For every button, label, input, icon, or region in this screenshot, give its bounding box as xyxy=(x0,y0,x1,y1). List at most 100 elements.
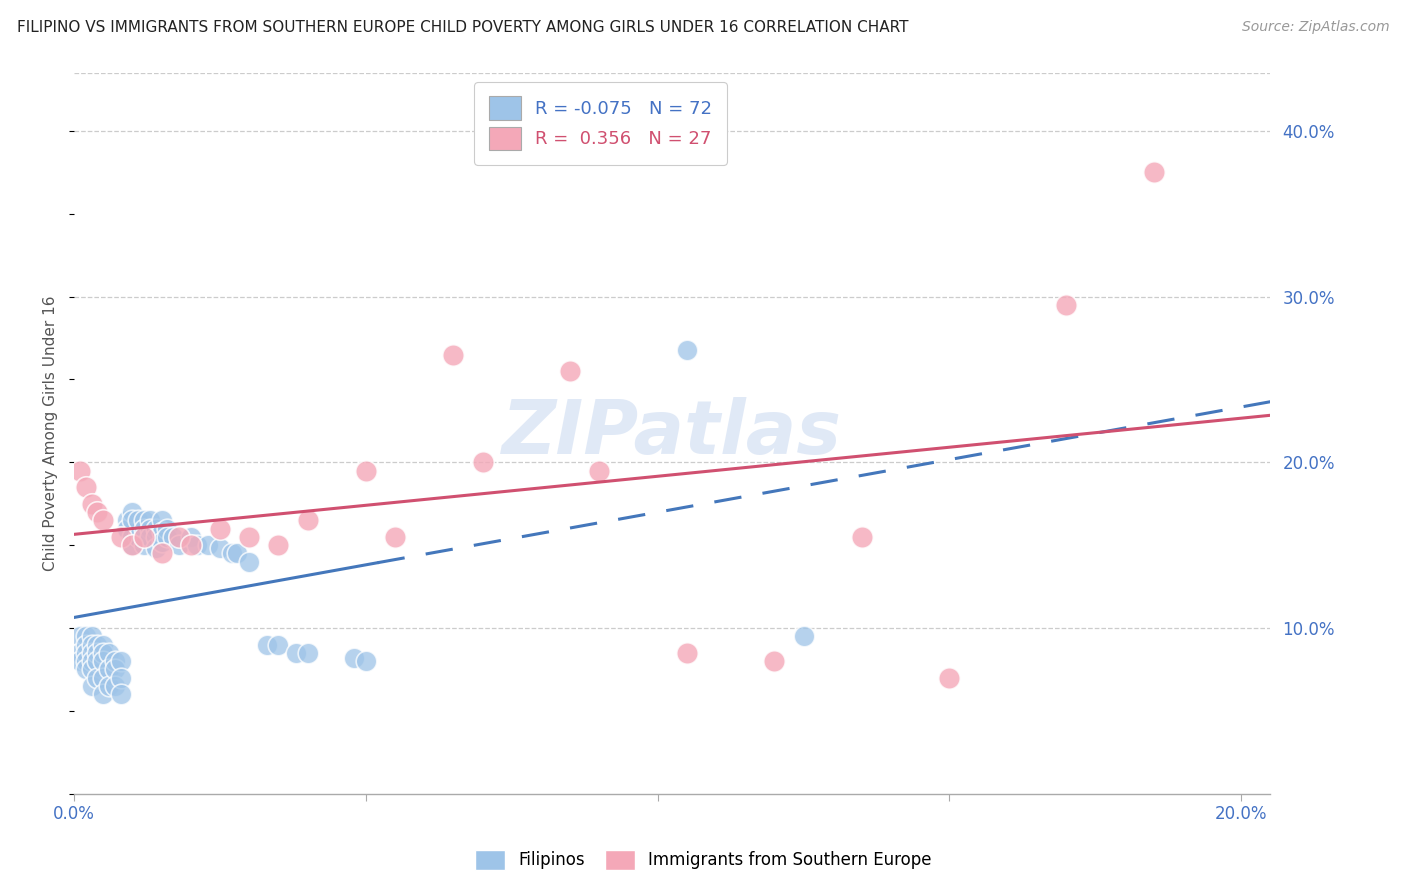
Point xyxy=(208,522,231,536)
Point xyxy=(80,679,103,693)
Point xyxy=(139,522,162,536)
Point xyxy=(80,497,103,511)
Point xyxy=(80,638,103,652)
Point xyxy=(150,534,173,549)
Point xyxy=(110,530,132,544)
Point xyxy=(297,646,319,660)
Point xyxy=(75,480,97,494)
Point xyxy=(127,530,149,544)
Point xyxy=(851,530,873,544)
Point xyxy=(180,530,202,544)
Point xyxy=(134,530,156,544)
Point xyxy=(110,671,132,685)
Point xyxy=(1054,298,1077,312)
Point xyxy=(238,530,260,544)
Point xyxy=(343,650,366,665)
Point xyxy=(167,538,190,552)
Text: ZIPatlas: ZIPatlas xyxy=(502,397,842,470)
Point xyxy=(91,687,114,701)
Point xyxy=(167,530,190,544)
Point xyxy=(86,638,108,652)
Point xyxy=(284,646,307,660)
Point xyxy=(145,522,167,536)
Text: FILIPINO VS IMMIGRANTS FROM SOUTHERN EUROPE CHILD POVERTY AMONG GIRLS UNDER 16 C: FILIPINO VS IMMIGRANTS FROM SOUTHERN EUR… xyxy=(17,20,908,35)
Point xyxy=(86,505,108,519)
Point xyxy=(208,541,231,556)
Point xyxy=(91,654,114,668)
Point xyxy=(134,522,156,536)
Point xyxy=(91,638,114,652)
Point xyxy=(127,513,149,527)
Point xyxy=(121,538,143,552)
Text: Source: ZipAtlas.com: Source: ZipAtlas.com xyxy=(1241,20,1389,34)
Point xyxy=(150,524,173,539)
Point xyxy=(75,629,97,643)
Point xyxy=(471,455,494,469)
Point xyxy=(91,513,114,527)
Point xyxy=(793,629,815,643)
Point xyxy=(1143,165,1166,179)
Point xyxy=(441,348,464,362)
Point xyxy=(91,646,114,660)
Point xyxy=(145,541,167,556)
Point xyxy=(80,654,103,668)
Point xyxy=(156,530,179,544)
Point xyxy=(150,546,173,560)
Point xyxy=(75,638,97,652)
Point xyxy=(226,546,249,560)
Point xyxy=(256,638,278,652)
Point xyxy=(115,522,138,536)
Point xyxy=(150,513,173,527)
Point xyxy=(104,679,127,693)
Point xyxy=(115,513,138,527)
Point xyxy=(134,538,156,552)
Point xyxy=(69,654,91,668)
Point xyxy=(75,646,97,660)
Point xyxy=(80,646,103,660)
Point xyxy=(588,464,610,478)
Point xyxy=(69,629,91,643)
Point xyxy=(938,671,960,685)
Point xyxy=(763,654,786,668)
Point xyxy=(221,546,243,560)
Point xyxy=(156,522,179,536)
Legend: R = -0.075   N = 72, R =  0.356   N = 27: R = -0.075 N = 72, R = 0.356 N = 27 xyxy=(474,82,727,164)
Point xyxy=(104,654,127,668)
Point xyxy=(354,654,377,668)
Point xyxy=(75,662,97,676)
Point xyxy=(104,662,127,676)
Point xyxy=(267,638,290,652)
Point xyxy=(121,538,143,552)
Point xyxy=(98,679,121,693)
Point xyxy=(676,343,699,357)
Point xyxy=(86,646,108,660)
Point xyxy=(110,687,132,701)
Point xyxy=(110,654,132,668)
Point xyxy=(139,530,162,544)
Point xyxy=(197,538,219,552)
Point xyxy=(98,662,121,676)
Point xyxy=(80,629,103,643)
Point xyxy=(145,530,167,544)
Point xyxy=(560,364,582,378)
Y-axis label: Child Poverty Among Girls Under 16: Child Poverty Among Girls Under 16 xyxy=(44,295,58,571)
Point xyxy=(86,654,108,668)
Point xyxy=(384,530,406,544)
Point xyxy=(267,538,290,552)
Point xyxy=(75,654,97,668)
Point xyxy=(139,513,162,527)
Point xyxy=(180,538,202,552)
Point xyxy=(80,662,103,676)
Point xyxy=(121,505,143,519)
Point xyxy=(162,530,184,544)
Point xyxy=(91,671,114,685)
Point xyxy=(121,530,143,544)
Point xyxy=(354,464,377,478)
Point xyxy=(134,513,156,527)
Point xyxy=(69,464,91,478)
Point xyxy=(676,646,699,660)
Point xyxy=(297,513,319,527)
Point xyxy=(121,513,143,527)
Legend: Filipinos, Immigrants from Southern Europe: Filipinos, Immigrants from Southern Euro… xyxy=(468,843,938,877)
Point xyxy=(186,538,208,552)
